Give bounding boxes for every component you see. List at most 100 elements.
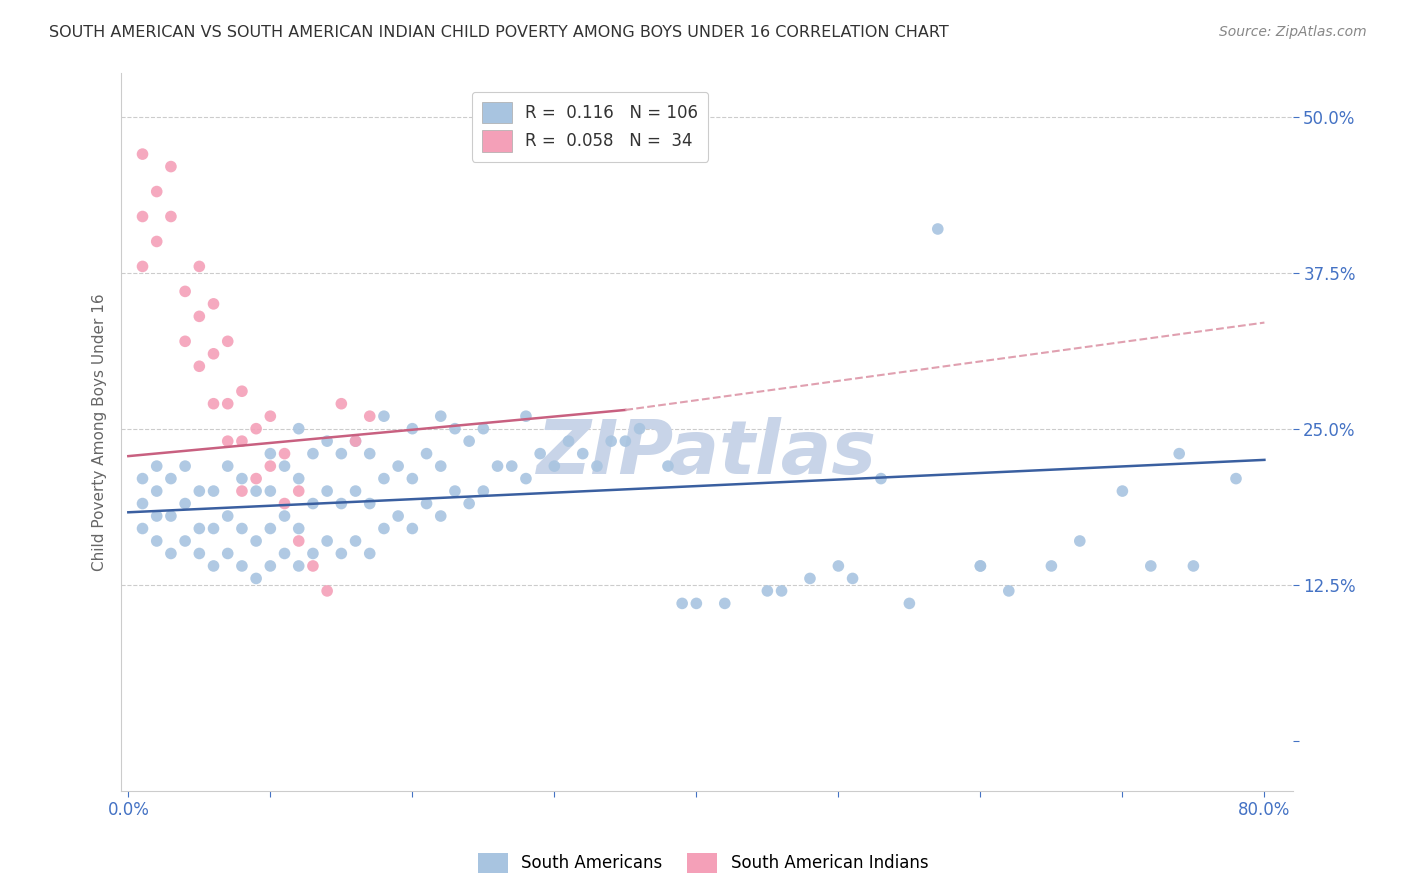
Point: [188, 522, 211, 536]
Point: [515, 472, 537, 486]
Point: [287, 522, 309, 536]
Point: [245, 472, 267, 486]
Point: [799, 571, 821, 585]
Point: [174, 533, 197, 548]
Point: [373, 522, 395, 536]
Point: [259, 459, 281, 474]
Point: [969, 558, 991, 573]
Point: [359, 447, 381, 461]
Point: [160, 509, 183, 524]
Point: [628, 422, 651, 436]
Point: [316, 583, 339, 598]
Point: [316, 533, 339, 548]
Point: [245, 422, 267, 436]
Point: [586, 459, 609, 474]
Point: [145, 509, 167, 524]
Point: [359, 546, 381, 560]
Point: [1182, 558, 1205, 573]
Point: [245, 533, 267, 548]
Point: [231, 522, 253, 536]
Point: [160, 472, 183, 486]
Text: Source: ZipAtlas.com: Source: ZipAtlas.com: [1219, 25, 1367, 39]
Point: [1111, 484, 1133, 499]
Point: [458, 497, 481, 511]
Point: [202, 484, 225, 499]
Point: [1168, 447, 1191, 461]
Point: [770, 583, 793, 598]
Y-axis label: Child Poverty Among Boys Under 16: Child Poverty Among Boys Under 16: [93, 293, 107, 571]
Point: [898, 596, 921, 610]
Point: [217, 334, 239, 349]
Point: [756, 583, 779, 598]
Point: [217, 509, 239, 524]
Point: [969, 558, 991, 573]
Point: [174, 497, 197, 511]
Point: [131, 522, 153, 536]
Point: [217, 434, 239, 449]
Point: [330, 447, 353, 461]
Point: [344, 484, 367, 499]
Point: [273, 459, 295, 474]
Point: [188, 310, 211, 324]
Point: [174, 285, 197, 299]
Point: [202, 558, 225, 573]
Point: [202, 297, 225, 311]
Point: [245, 484, 267, 499]
Point: [302, 497, 325, 511]
Point: [600, 434, 623, 449]
Point: [359, 409, 381, 424]
Point: [401, 422, 423, 436]
Point: [202, 522, 225, 536]
Point: [273, 546, 295, 560]
Point: [841, 571, 863, 585]
Point: [160, 160, 183, 174]
Point: [145, 235, 167, 249]
Point: [330, 497, 353, 511]
Point: [1139, 558, 1161, 573]
Point: [131, 497, 153, 511]
Point: [160, 210, 183, 224]
Point: [259, 522, 281, 536]
Point: [486, 459, 509, 474]
Point: [273, 509, 295, 524]
Point: [344, 533, 367, 548]
Point: [713, 596, 735, 610]
Point: [259, 447, 281, 461]
Point: [217, 546, 239, 560]
Point: [472, 484, 495, 499]
Point: [160, 546, 183, 560]
Point: [145, 185, 167, 199]
Point: [344, 434, 367, 449]
Point: [401, 522, 423, 536]
Point: [415, 497, 437, 511]
Point: [927, 222, 949, 236]
Point: [231, 384, 253, 399]
Point: [273, 447, 295, 461]
Point: [685, 596, 707, 610]
Point: [1069, 533, 1091, 548]
Point: [359, 497, 381, 511]
Point: [231, 558, 253, 573]
Point: [316, 434, 339, 449]
Point: [245, 571, 267, 585]
Point: [188, 359, 211, 374]
Point: [287, 472, 309, 486]
Point: [429, 459, 451, 474]
Point: [174, 459, 197, 474]
Point: [145, 484, 167, 499]
Point: [316, 484, 339, 499]
Point: [472, 422, 495, 436]
Point: [287, 484, 309, 499]
Point: [997, 583, 1019, 598]
Point: [217, 397, 239, 411]
Point: [231, 484, 253, 499]
Point: [259, 409, 281, 424]
Point: [373, 472, 395, 486]
Point: [529, 447, 551, 461]
Point: [1040, 558, 1063, 573]
Point: [131, 210, 153, 224]
Point: [444, 484, 467, 499]
Point: [330, 397, 353, 411]
Point: [131, 472, 153, 486]
Point: [373, 409, 395, 424]
